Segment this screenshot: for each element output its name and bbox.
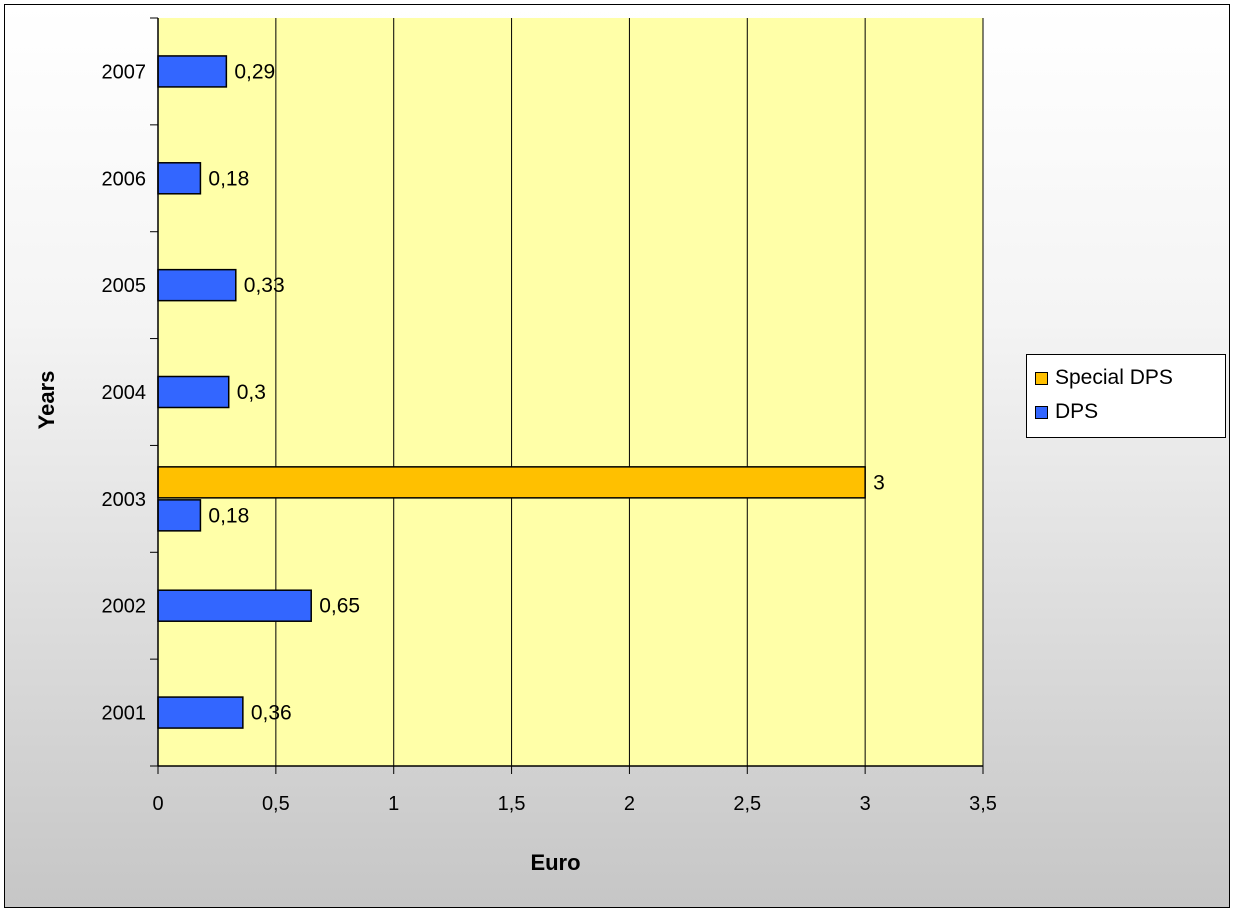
y-axis-title: Years [34, 371, 59, 430]
bars [157, 55, 866, 729]
x-tick-label-0: 0 [152, 793, 163, 815]
bar-special-dps-2003 [157, 466, 866, 499]
axes [150, 17, 984, 774]
legend-item-dps: DPS [1035, 395, 1225, 429]
y-tick-label-2002: 2002 [102, 596, 147, 618]
x-tick-label-2: 1 [388, 793, 399, 815]
y-tick-label-2003: 2003 [102, 489, 147, 511]
x-tick-label-1: 0,5 [262, 793, 290, 815]
legend-label-special-dps: Special DPS [1055, 366, 1173, 389]
y-tick-labels: 2001 2002 2003 2004 2005 2006 2007 [102, 61, 147, 724]
y-tick-label-2004: 2004 [102, 382, 147, 404]
bar-dps-2004 [157, 375, 230, 409]
data-label-dps-2006: 0,18 [208, 167, 249, 190]
legend-item-special-dps: Special DPS [1035, 361, 1225, 395]
y-tick-label-2005: 2005 [102, 275, 147, 297]
bar-dps-2006 [157, 162, 202, 195]
x-tick-label-3: 1,5 [498, 793, 526, 815]
x-tick-label-4: 2 [624, 793, 635, 815]
data-label-dps-2004: 0,3 [237, 381, 266, 404]
legend-swatch-dps [1035, 405, 1048, 419]
legend-label-dps: DPS [1055, 400, 1099, 423]
y-tick-label-2001: 2001 [102, 703, 147, 725]
x-tick-label-6: 3 [860, 793, 871, 815]
bar-dps-2005 [157, 268, 237, 302]
bar-dps-2001 [157, 696, 244, 729]
grid-lines [275, 18, 984, 766]
data-label-dps-2005: 0,33 [244, 274, 285, 297]
legend: Special DPS DPS [1026, 354, 1226, 438]
data-label-dps-2003: 0,18 [208, 504, 249, 527]
x-tick-labels: 0 0,5 1 1,5 2 2,5 3 3,5 [152, 793, 996, 815]
x-axis-title: Euro [530, 850, 580, 875]
data-label-dps-2001: 0,36 [251, 702, 292, 725]
data-label-dps-2007: 0,29 [234, 60, 275, 83]
x-tick-label-7: 3,5 [969, 793, 997, 815]
y-tick-label-2006: 2006 [102, 168, 147, 190]
plot-area [158, 18, 983, 766]
legend-swatch-special-dps [1035, 371, 1048, 385]
bar-dps-2003 [157, 499, 202, 532]
x-tick-label-5: 2,5 [733, 793, 761, 815]
data-labels: 0,36 0,65 3 0,18 0,3 0,33 0,18 0,29 [208, 60, 884, 724]
bar-dps-2002 [157, 589, 312, 622]
data-label-special-dps-2003: 3 [873, 471, 885, 494]
y-tick-label-2007: 2007 [102, 61, 147, 83]
bar-dps-2007 [157, 55, 228, 88]
data-label-dps-2002: 0,65 [319, 595, 360, 618]
